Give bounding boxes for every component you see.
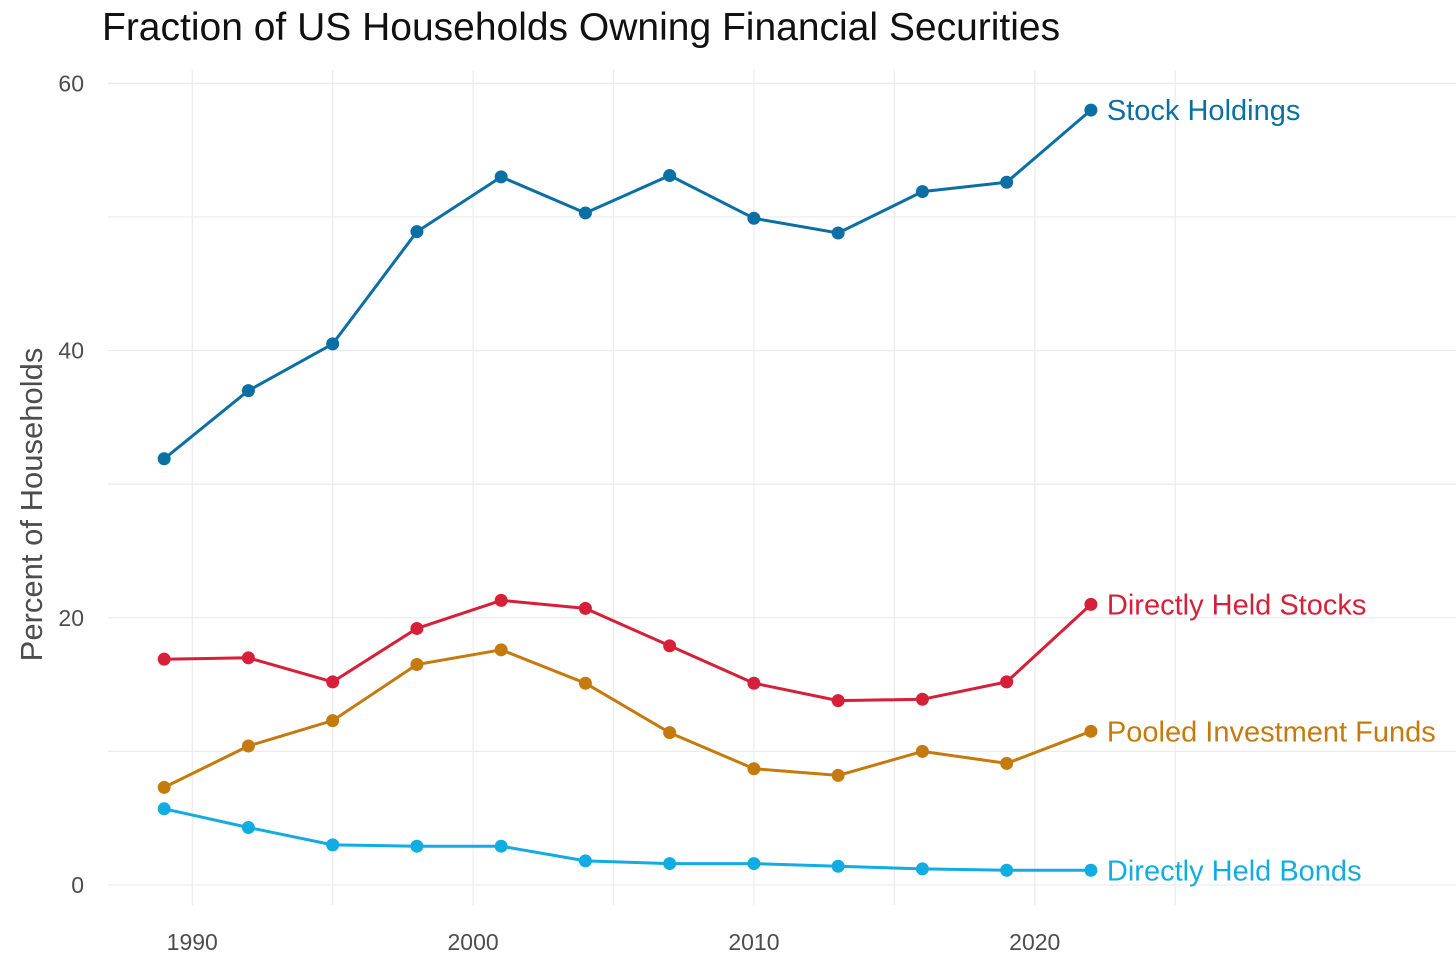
data-point bbox=[663, 857, 677, 871]
series-line-0 bbox=[163, 108, 1092, 460]
data-point bbox=[157, 780, 171, 794]
data-point bbox=[494, 593, 508, 607]
data-point bbox=[410, 621, 424, 635]
series-label-2: Pooled Investment Funds bbox=[1107, 716, 1436, 748]
y-tick-label-0: 0 bbox=[71, 872, 84, 898]
data-point bbox=[663, 726, 677, 740]
data-point bbox=[157, 452, 171, 466]
data-point bbox=[1000, 175, 1014, 189]
data-point bbox=[494, 839, 508, 853]
data-point bbox=[326, 714, 340, 728]
data-point bbox=[915, 862, 929, 876]
data-point bbox=[663, 639, 677, 653]
data-point bbox=[831, 768, 845, 782]
chart-title: Fraction of US Households Owning Financi… bbox=[102, 6, 1061, 49]
data-point bbox=[326, 337, 340, 351]
data-point bbox=[578, 601, 592, 615]
data-point bbox=[578, 854, 592, 868]
x-tick-label-2000: 2000 bbox=[447, 929, 498, 955]
data-point bbox=[1084, 863, 1098, 877]
data-point bbox=[241, 384, 255, 398]
series-label-1: Directly Held Stocks bbox=[1107, 589, 1366, 621]
data-point bbox=[157, 652, 171, 666]
y-tick-label-40: 40 bbox=[58, 338, 84, 364]
data-point bbox=[494, 170, 508, 184]
data-point bbox=[831, 859, 845, 873]
series-label-3: Directly Held Bonds bbox=[1107, 855, 1362, 887]
data-point bbox=[578, 676, 592, 690]
data-point bbox=[915, 185, 929, 199]
y-axis-title: Percent of Households bbox=[14, 348, 49, 662]
data-point bbox=[831, 694, 845, 708]
data-point bbox=[241, 821, 255, 835]
data-point bbox=[747, 762, 761, 776]
data-point bbox=[241, 651, 255, 665]
data-point bbox=[1084, 597, 1098, 611]
data-point bbox=[410, 839, 424, 853]
x-tick-label-2010: 2010 bbox=[728, 929, 779, 955]
series-label-0: Stock Holdings bbox=[1107, 95, 1300, 127]
y-tick-label-60: 60 bbox=[58, 70, 84, 96]
data-point bbox=[410, 658, 424, 672]
data-point bbox=[326, 838, 340, 852]
data-point bbox=[747, 676, 761, 690]
data-point bbox=[747, 857, 761, 871]
data-point bbox=[1084, 103, 1098, 117]
data-point bbox=[831, 226, 845, 240]
data-point bbox=[1000, 675, 1014, 689]
series-line-3 bbox=[163, 807, 1091, 872]
y-tick-label-20: 20 bbox=[58, 605, 84, 631]
x-tick-label-1990: 1990 bbox=[167, 929, 218, 955]
data-point bbox=[1084, 724, 1098, 738]
data-point bbox=[241, 739, 255, 753]
series-line-2 bbox=[163, 648, 1092, 789]
data-point bbox=[494, 643, 508, 657]
data-point bbox=[1000, 756, 1014, 770]
data-point bbox=[578, 206, 592, 220]
data-point bbox=[1000, 863, 1014, 877]
data-point bbox=[663, 169, 677, 183]
series-line-1 bbox=[164, 598, 1092, 703]
data-point bbox=[915, 692, 929, 706]
data-point bbox=[915, 744, 929, 758]
data-point bbox=[157, 802, 171, 816]
data-point bbox=[326, 675, 340, 689]
x-tick-label-2020: 2020 bbox=[1009, 929, 1060, 955]
data-point bbox=[747, 211, 761, 225]
data-point bbox=[410, 225, 424, 239]
